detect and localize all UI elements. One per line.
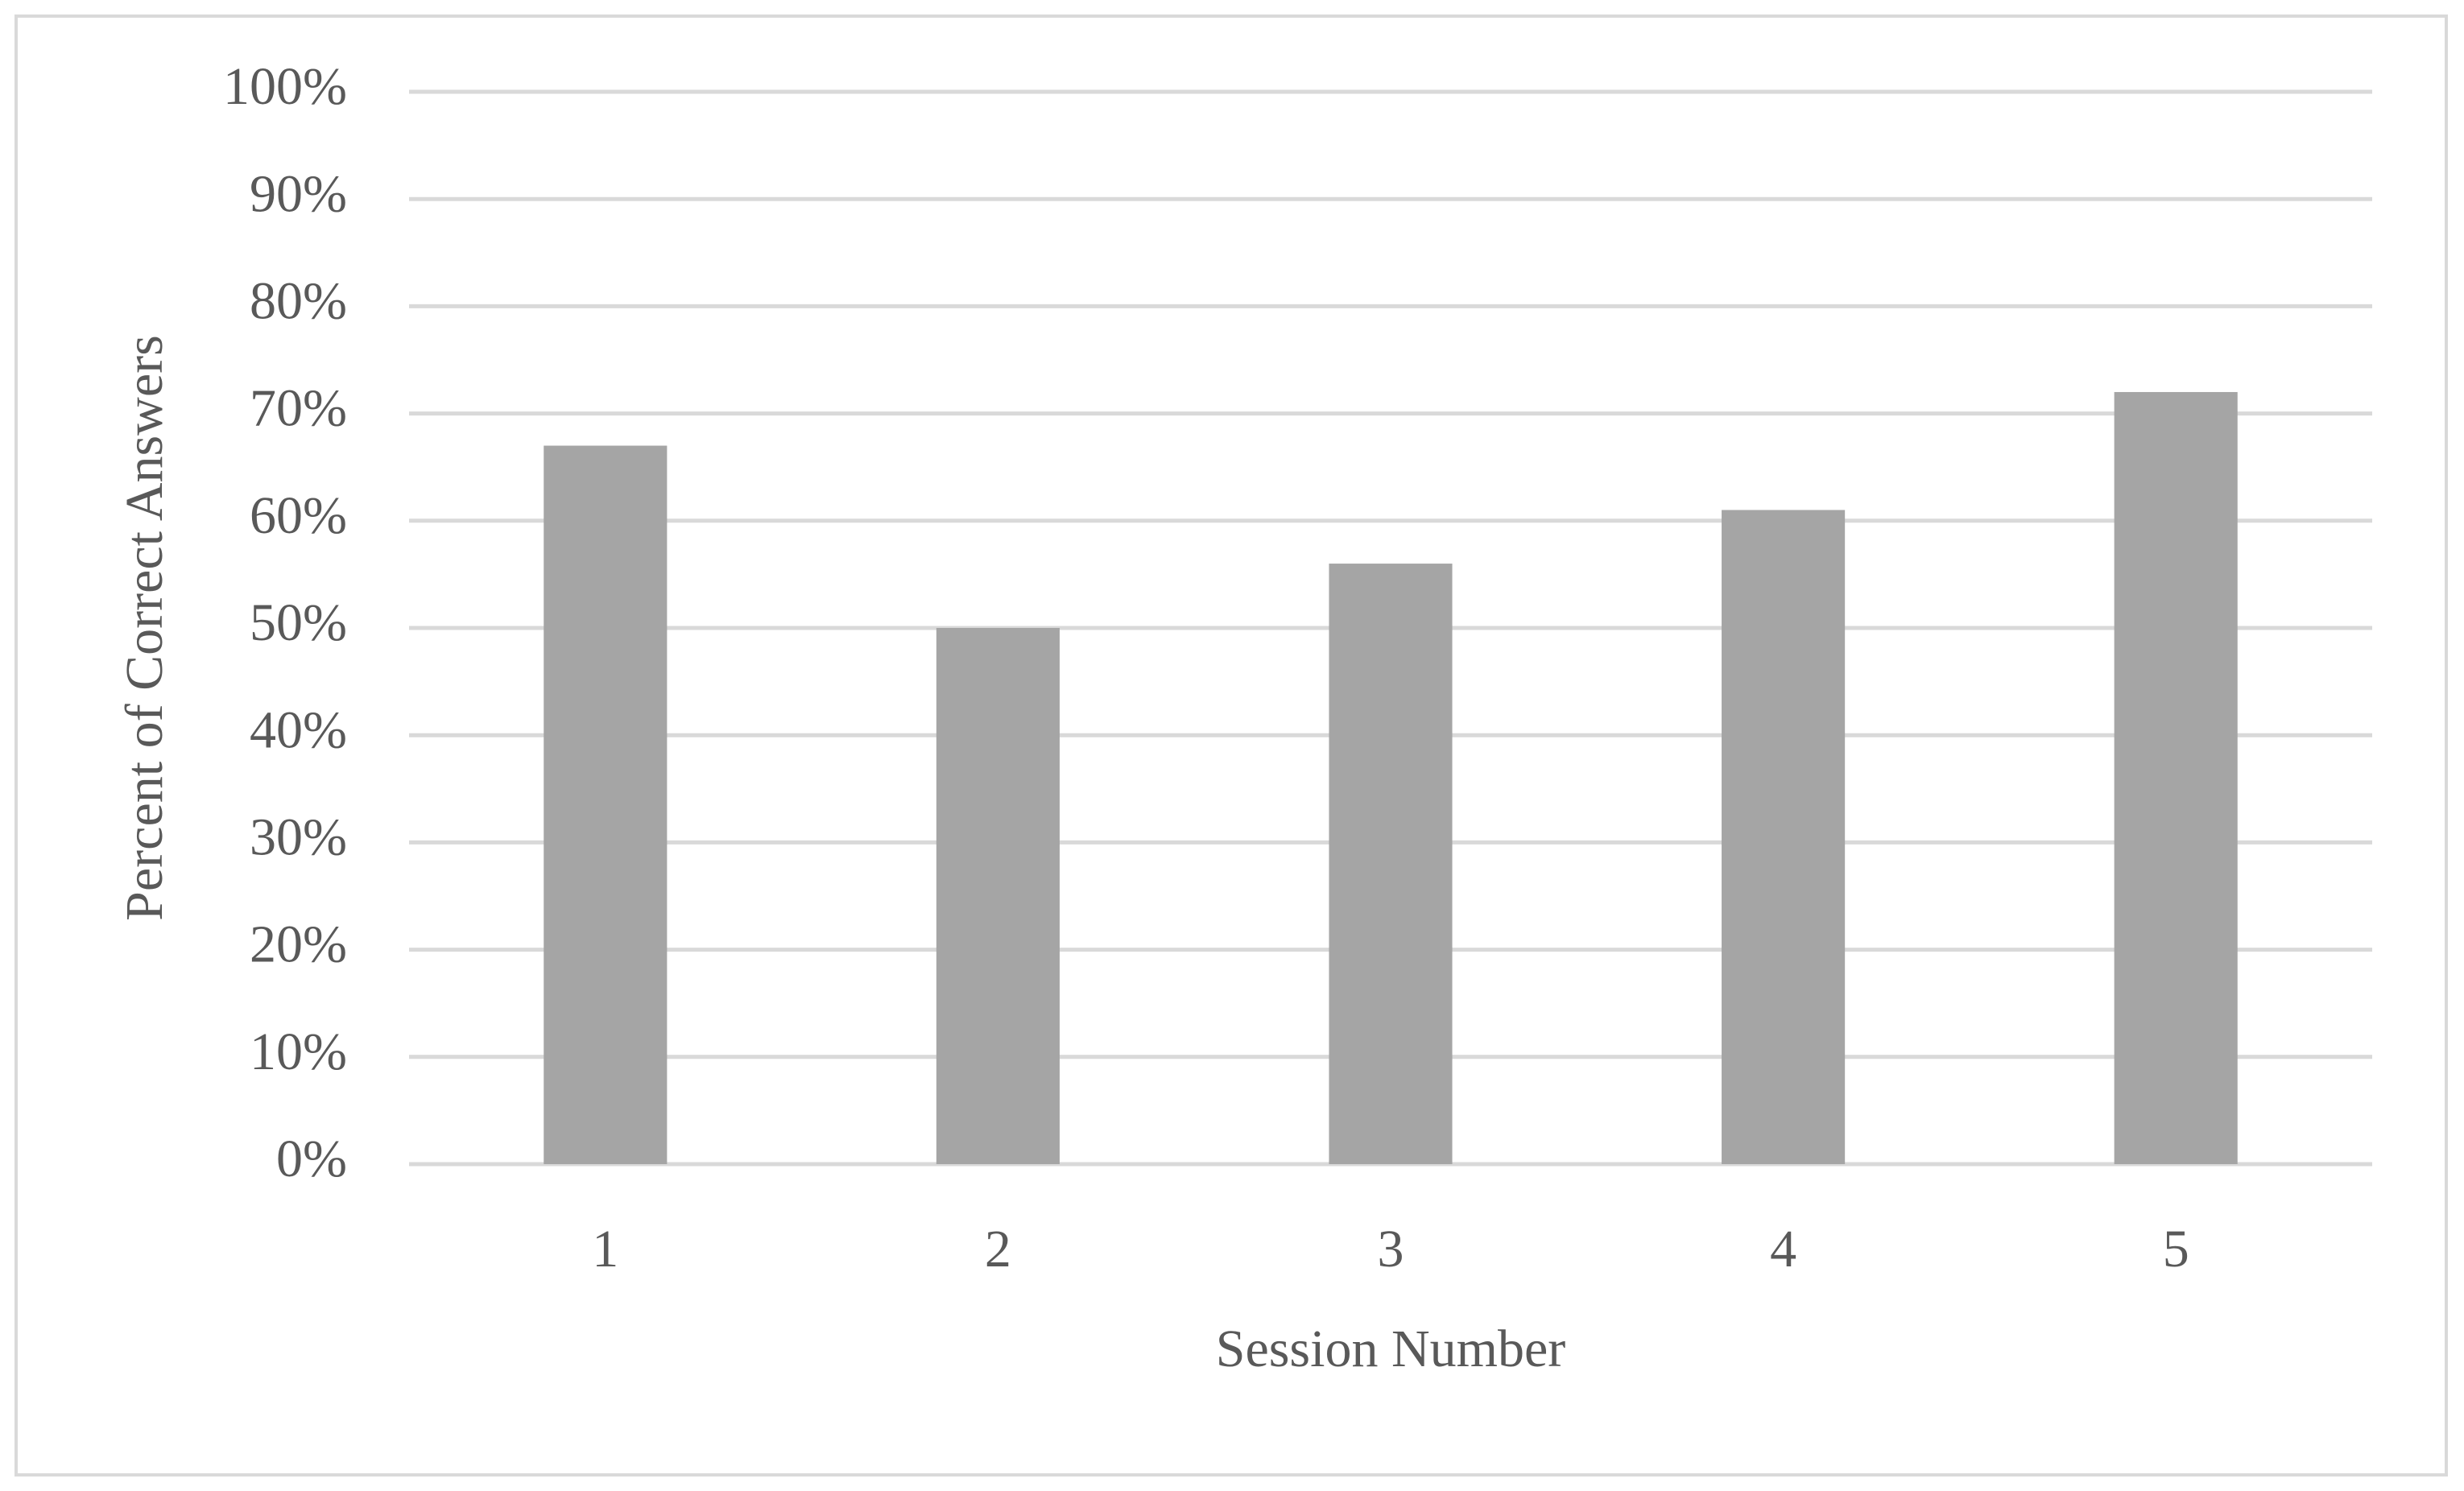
x-axis-title: Session Number [1216, 1320, 1566, 1378]
y-tick-label: 10% [250, 1022, 347, 1081]
y-tick-label: 60% [250, 486, 347, 545]
bar [936, 628, 1060, 1164]
y-tick-label: 50% [250, 593, 347, 652]
y-axis-title: Percent of Correct Answers [115, 335, 174, 921]
x-tick-label: 4 [1770, 1220, 1796, 1278]
y-tick-label: 40% [250, 700, 347, 759]
y-tick-label: 80% [250, 272, 347, 331]
x-tick-label: 5 [2163, 1220, 2189, 1278]
y-tick-label: 90% [250, 164, 347, 223]
y-tick-label: 20% [250, 915, 347, 974]
x-tick-label: 2 [985, 1220, 1011, 1278]
y-tick-label: 70% [250, 379, 347, 438]
y-tick-label: 30% [250, 808, 347, 867]
chart-border [14, 14, 2448, 1477]
x-tick-label: 3 [1378, 1220, 1404, 1278]
y-tick-label: 0% [276, 1130, 347, 1188]
bar [1329, 564, 1453, 1164]
bar [544, 445, 668, 1164]
y-tick-label: 100% [223, 57, 347, 116]
bar [2114, 391, 2238, 1165]
x-tick-label: 1 [592, 1220, 618, 1278]
bar [1722, 510, 1846, 1164]
